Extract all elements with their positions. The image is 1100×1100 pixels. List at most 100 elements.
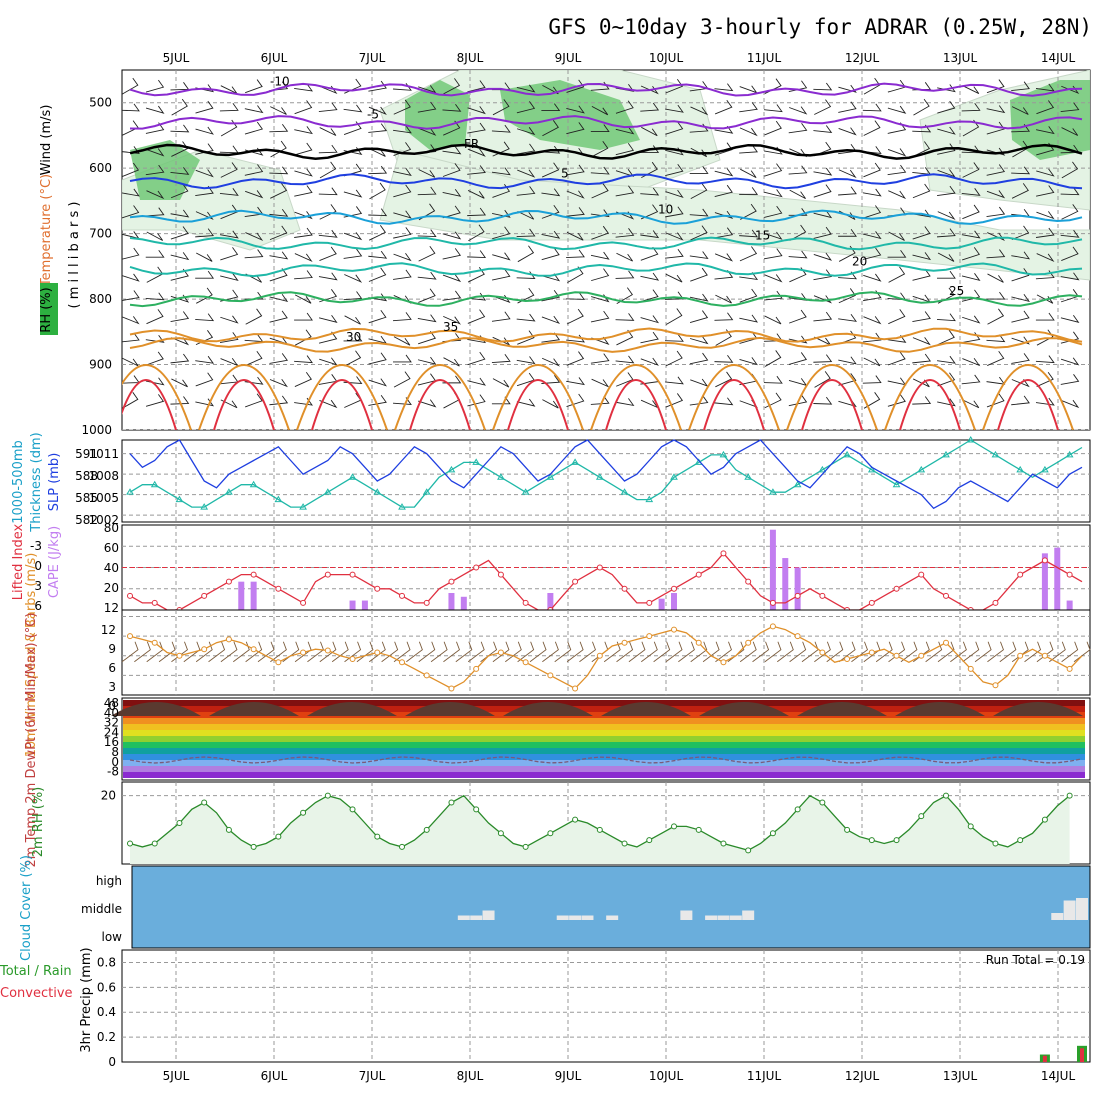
wind-barb	[442, 163, 461, 177]
wind10m-speed-point	[399, 659, 405, 666]
thickness-point	[1016, 465, 1025, 473]
wind10m-barb	[888, 641, 906, 663]
wind-barb	[170, 396, 190, 405]
wind-barb	[1060, 357, 1080, 366]
isotherm-line	[129, 143, 1083, 160]
wind-barb	[122, 332, 140, 343]
wind10m-speed-point	[250, 646, 257, 653]
wind-barb	[195, 211, 214, 221]
wind-barb	[145, 334, 165, 343]
lifted-index-point	[868, 599, 875, 606]
isotherm-line	[590, 364, 682, 430]
wind-barb	[987, 273, 1004, 283]
thickness-point	[793, 480, 802, 488]
cloud-bar	[470, 915, 483, 920]
wind-barb	[195, 313, 215, 322]
li-tick: 3	[34, 579, 42, 593]
wind-barb	[195, 169, 214, 178]
top-day-label: 10JUL	[649, 51, 684, 65]
wind-barb	[764, 120, 782, 136]
wind-barb	[739, 357, 758, 366]
isotherm-label: FR	[464, 137, 479, 151]
thickness-point	[225, 488, 233, 495]
top-day-label: 5JUL	[163, 51, 190, 65]
slp-tick: 1005	[88, 491, 119, 505]
cloud-bar	[457, 915, 470, 920]
isotherms	[122, 82, 1083, 430]
lifted-index-point	[1041, 557, 1048, 564]
rh2m-point	[349, 806, 356, 813]
temp-band	[123, 760, 1085, 766]
isotherm-label: 35	[443, 320, 458, 334]
cape-bar	[361, 600, 368, 610]
thickness-point	[892, 480, 901, 488]
wind-barb	[418, 288, 436, 303]
wind-barb	[492, 209, 511, 218]
wind-barb	[813, 269, 833, 281]
wind-barb	[269, 251, 289, 260]
wind-barb	[368, 106, 387, 115]
thickness-tick: 585	[75, 491, 98, 505]
wind-barb	[689, 336, 709, 345]
wind-barb	[863, 316, 882, 325]
top-day-label: 9JUL	[555, 51, 582, 65]
wind10m-speed-point	[992, 682, 999, 689]
wind-barb	[417, 314, 437, 323]
lifted-index-series	[127, 550, 1083, 613]
wind-barb	[270, 106, 287, 115]
wind-barb	[343, 333, 363, 342]
wind-barb	[715, 294, 732, 304]
rh2m-point	[844, 826, 851, 833]
wind-barb	[319, 399, 338, 409]
wind-barb	[269, 294, 289, 302]
isotherm-line	[129, 82, 1083, 97]
wind-barb	[319, 246, 337, 261]
wind10m-barb	[653, 641, 671, 663]
cape-li-panel: -3 0 3 6 80 60 40 20 12 Lifted Index CAPE (J/kg)	[11, 521, 1091, 615]
wind-barb	[171, 378, 188, 388]
wind-barb	[1011, 378, 1030, 388]
wind-barb	[912, 378, 930, 388]
wind-barb	[1011, 353, 1030, 364]
wind-barb	[468, 224, 485, 242]
wind10m-barb	[393, 641, 411, 663]
lifted-index-point	[720, 550, 727, 557]
thickness-point	[521, 488, 530, 495]
wind10m-barb	[517, 641, 535, 663]
wind-barb	[122, 188, 140, 197]
wind10m-barb	[554, 641, 572, 663]
wind10m-barb	[233, 641, 250, 663]
wind-barb	[961, 103, 981, 112]
wind-barb	[590, 310, 610, 323]
temp-band	[123, 730, 1085, 736]
precip-axis: 0.8 0.6 0.4 0.2 0	[97, 955, 116, 1069]
wind-barb	[764, 189, 783, 198]
lifted-index-point	[695, 571, 702, 578]
wind-barb	[393, 336, 411, 346]
wind-barb	[245, 79, 263, 94]
rh2m-point	[473, 806, 480, 813]
wind-barb	[689, 293, 709, 302]
wind10m-barb	[418, 641, 436, 663]
wind-barb	[665, 350, 683, 367]
wind-barb	[393, 184, 412, 198]
wind10m-tick: 9	[108, 642, 116, 656]
wind-barb	[591, 140, 609, 158]
wind10m-barb	[566, 641, 584, 663]
wind-barb	[764, 350, 782, 367]
wind-barb	[689, 208, 709, 217]
wind-barb	[270, 140, 287, 158]
wind-barb	[937, 355, 956, 364]
wind10m-axis: 12 9 6 3 0	[101, 623, 116, 713]
wind-barb	[270, 183, 288, 199]
temp-band	[123, 766, 1085, 772]
wind-barb	[987, 351, 1005, 366]
wind-barb	[516, 101, 536, 114]
rh2m-point	[745, 847, 752, 854]
wind-barb	[615, 270, 635, 279]
isotherm-line	[899, 379, 961, 430]
wind-barb	[122, 357, 139, 367]
rh2m-point	[127, 840, 133, 847]
wind-barb	[912, 311, 931, 323]
wind-barb	[122, 205, 140, 219]
